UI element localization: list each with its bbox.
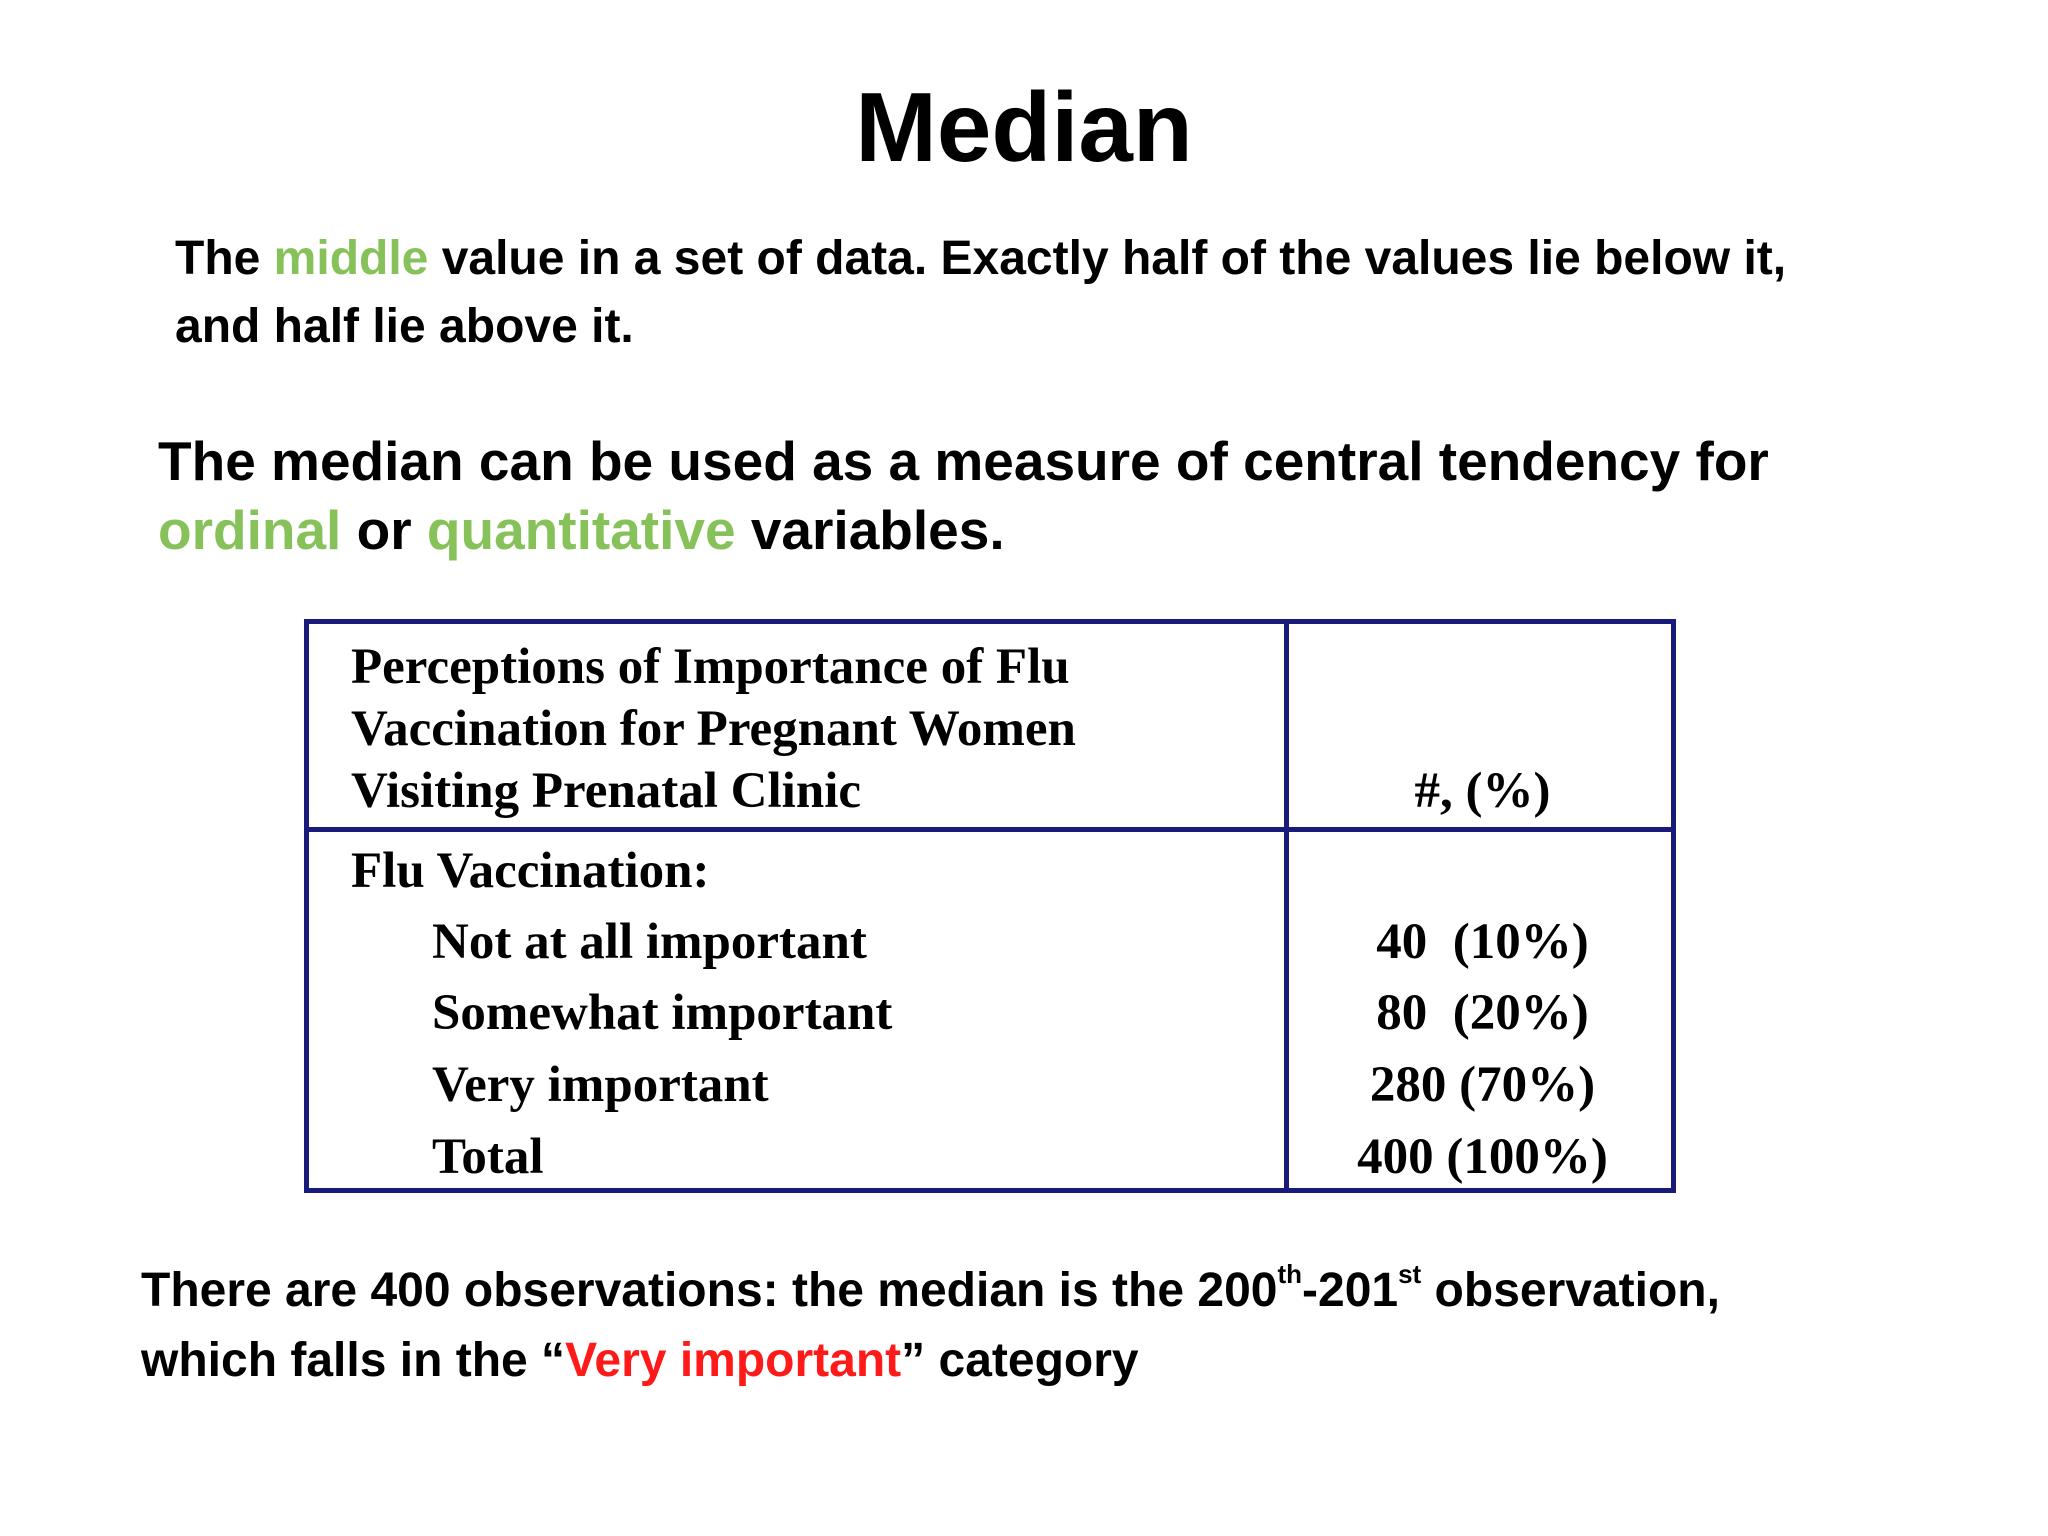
table-row-label: Not at all important: [432, 914, 867, 970]
table-caption: Perceptions of Importance of Flu Vaccina…: [351, 636, 1251, 822]
table-row-label: Very important: [432, 1057, 769, 1113]
conclusion-line-2: which falls in the “Very important” cate…: [141, 1326, 2021, 1396]
definition-highlight: middle: [273, 232, 429, 285]
count-column-header: #, (%): [1414, 763, 1551, 819]
conclusion-line-2-pre: which falls in the “: [141, 1334, 566, 1387]
conclusion-highlight: Very important: [565, 1334, 902, 1387]
definition-pre: The: [175, 232, 274, 285]
definition-text: The middle value in a set of data. Exact…: [175, 225, 1995, 361]
conclusion-text: There are 400 observations: the median i…: [141, 1256, 2021, 1396]
definition-line-1: The middle value in a set of data. Exact…: [175, 225, 1995, 293]
table-group-label: Flu Vaccination:: [351, 843, 710, 899]
conclusion-part-1: There are 400 observations: the median i…: [141, 1264, 1278, 1317]
table-header-divider: [309, 827, 1671, 832]
ordinal-suffix-st: st: [1398, 1259, 1422, 1289]
usage-ordinal: ordinal: [158, 499, 342, 561]
usage-text: The median can be used as a measure of c…: [158, 427, 1918, 565]
conclusion-part-2: -201: [1302, 1264, 1399, 1317]
table-row-value: 40 (10%): [1376, 914, 1589, 970]
table-row-value: 400 (100%): [1357, 1129, 1608, 1185]
table-row-label: Total: [432, 1129, 544, 1185]
table-row-value: 280 (70%): [1369, 1057, 1596, 1113]
table-column-divider: [1284, 624, 1289, 1188]
table-caption-line: Perceptions of Importance of Flu: [351, 639, 1070, 695]
table-row-label: Somewhat important: [432, 985, 893, 1041]
ordinal-suffix-th: th: [1277, 1259, 1303, 1289]
table-row-value: 80 (20%): [1376, 985, 1589, 1041]
usage-or: or: [341, 499, 427, 561]
conclusion-line-2-post: ” category: [901, 1334, 1139, 1387]
definition-line-2: and half lie above it.: [175, 300, 634, 353]
conclusion-line-1: There are 400 observations: the median i…: [141, 1256, 2021, 1326]
usage-line-2: ordinal or quantitative variables.: [158, 496, 1918, 565]
table-caption-line: Vaccination for Pregnant Women: [351, 701, 1076, 757]
frequency-table: Perceptions of Importance of Flu Vaccina…: [304, 619, 1676, 1193]
usage-end: variables.: [735, 499, 1005, 561]
slide-title: Median: [855, 72, 1193, 182]
conclusion-part-3: observation,: [1421, 1264, 1720, 1317]
definition-post: value in a set of data. Exactly half of …: [428, 232, 1787, 285]
usage-line-1: The median can be used as a measure of c…: [158, 430, 1769, 492]
usage-quantitative: quantitative: [426, 499, 736, 561]
table-caption-line: Visiting Prenatal Clinic: [351, 763, 861, 819]
